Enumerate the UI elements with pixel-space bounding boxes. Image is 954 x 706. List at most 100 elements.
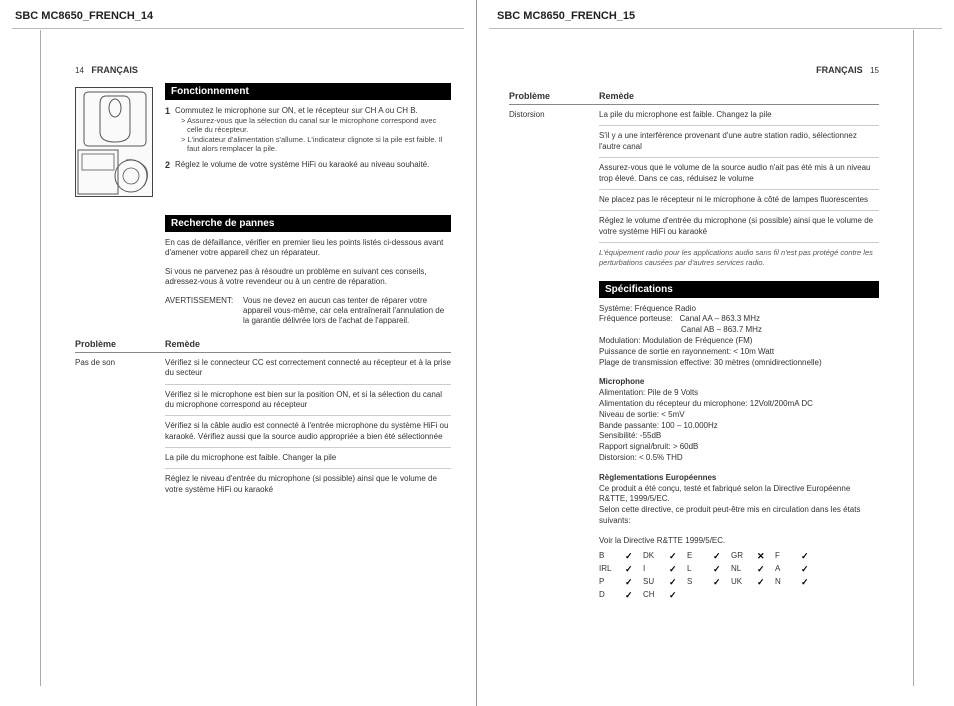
table-row: Réglez le volume d'entrée du microphone … (509, 211, 879, 243)
table-header-right: Problème Remède (509, 83, 879, 105)
spec-line: Système: Fréquence Radio (599, 304, 879, 315)
country-code: DK (643, 551, 669, 562)
country-code: N (775, 577, 801, 588)
country-code: D (599, 590, 625, 601)
col-remede: Remède (165, 339, 451, 349)
recherche-section: Recherche de pannes En cas de défaillanc… (75, 215, 451, 327)
check-icon (757, 577, 775, 588)
warning-block: AVERTISSEMENT: Vous ne devez en aucun ca… (165, 296, 451, 327)
country-code: UK (731, 577, 757, 588)
section-bar-recherche: Recherche de pannes (165, 215, 451, 232)
check-icon (713, 577, 731, 588)
table-row: Distorsion La pile du microphone est fai… (509, 105, 879, 126)
col-remede: Remède (599, 91, 879, 101)
country-code: E (687, 551, 713, 562)
section-bar-fonctionnement: Fonctionnement (165, 83, 451, 100)
country-code (731, 590, 757, 601)
spec-line: Alimentation du récepteur du microphone:… (599, 399, 879, 410)
table-row: Assurez-vous que le volume de la source … (509, 158, 879, 190)
table-row: Vérifiez si la câble audio est connecté … (75, 416, 451, 448)
check-icon (669, 551, 687, 562)
country-code: F (775, 551, 801, 562)
page-spread: SBC MC8650_FRENCH_14 14 FRANÇAIS (0, 0, 954, 706)
remedy-cell: Vérifiez si le microphone est bien sur l… (165, 385, 451, 417)
check-icon (801, 564, 819, 575)
microphone-illustration (75, 87, 153, 197)
spec-line: Plage de transmission effective: 30 mètr… (599, 358, 879, 369)
problem-cell: Pas de son (75, 353, 165, 385)
spec-line: Alimentation: Pile de 9 Volts (599, 388, 879, 399)
spec-line: Modulation: Modulation de Fréquence (FM) (599, 336, 879, 347)
header-rule (489, 28, 942, 29)
check-icon (669, 564, 687, 575)
country-code: B (599, 551, 625, 562)
spec-line: Puissance de sortie en rayonnement: < 10… (599, 347, 879, 358)
remedy-cell: Vérifiez si le connecteur CC est correct… (165, 353, 451, 385)
spec-line: Canal AB – 863.7 MHz (599, 325, 879, 336)
spec-line: Selon cette directive, ce produit peut-ê… (599, 505, 879, 527)
remedy-cell: Réglez le volume d'entrée du microphone … (599, 211, 879, 243)
col-probleme: Problème (75, 339, 165, 349)
spec-block-mic: Microphone Alimentation: Pile de 9 Volts… (599, 377, 879, 463)
check-icon (713, 564, 731, 575)
section-bar-spec: Spécifications (599, 281, 879, 298)
table-row: Réglez le niveau d'entrée du microphone … (75, 469, 451, 500)
country-code: I (643, 564, 669, 575)
lang-label: FRANÇAIS (816, 65, 863, 75)
country-code: A (775, 564, 801, 575)
spec-section: Spécifications Système: Fréquence Radio … (509, 281, 879, 601)
remedy-cell: Vérifiez si la câble audio est connecté … (165, 416, 451, 448)
remedy-cell: S'il y a une interférence provenant d'un… (599, 126, 879, 158)
page-number: 15 (870, 66, 879, 75)
spec-directive-line: Voir la Directive R&TTE 1999/5/EC. (599, 536, 879, 547)
country-code: L (687, 564, 713, 575)
check-icon (801, 577, 819, 588)
recherche-p1: En cas de défaillance, vérifier en premi… (165, 238, 451, 259)
recherche-p2: Si vous ne parvenez pas à résoudre un pr… (165, 267, 451, 288)
fonctionnement-section: Fonctionnement 1 Commutez le microphone … (75, 83, 451, 197)
check-icon (669, 590, 687, 601)
remedy-cell: La pile du microphone est faible. Change… (165, 448, 451, 469)
country-grid: BDKEGRFIRLILNLAPSUSUKNDCH (599, 551, 879, 601)
col-probleme: Problème (509, 91, 599, 101)
step-2-text: Réglez le volume de votre système HiFi o… (175, 160, 451, 171)
check-icon (713, 551, 731, 562)
remedy-cell: Réglez le niveau d'entrée du microphone … (165, 469, 451, 500)
margin-line-right (913, 30, 914, 686)
spec-subhead: Microphone (599, 377, 644, 386)
page-14: SBC MC8650_FRENCH_14 14 FRANÇAIS (0, 0, 477, 706)
check-icon (625, 577, 643, 588)
check-icon (625, 564, 643, 575)
step-2: 2 Réglez le volume de votre système HiFi… (165, 160, 451, 171)
doc-header-right: SBC MC8650_FRENCH_15 (477, 10, 954, 28)
warning-text: Vous ne devez en aucun cas tenter de rép… (243, 296, 451, 327)
country-code (775, 590, 801, 601)
table-header-left: Problème Remède (75, 331, 451, 353)
table-row: La pile du microphone est faible. Change… (75, 448, 451, 469)
check-icon (669, 577, 687, 588)
content-left: 14 FRANÇAIS (75, 65, 451, 500)
page-number: 14 (75, 66, 84, 75)
check-icon (801, 551, 819, 562)
table-row: S'il y a une interférence provenant d'un… (509, 126, 879, 158)
country-code (687, 590, 713, 601)
country-code: S (687, 577, 713, 588)
table-note: L'équipement radio pour les applications… (599, 243, 879, 273)
margin-line-left (40, 30, 41, 686)
lang-header-left: 14 FRANÇAIS (75, 65, 451, 75)
country-code: P (599, 577, 625, 588)
country-code: GR (731, 551, 757, 562)
blank (757, 590, 775, 601)
page-15: SBC MC8650_FRENCH_15 FRANÇAIS 15 Problèm… (477, 0, 954, 706)
spec-block-reg: Règlementations Européennes Ce produit a… (599, 473, 879, 527)
problem-cell: Distorsion (509, 105, 599, 126)
content-right: FRANÇAIS 15 Problème Remède Distorsion L… (509, 65, 879, 601)
lang-header-right: FRANÇAIS 15 (509, 65, 879, 75)
blank (713, 590, 731, 601)
warning-label: AVERTISSEMENT: (165, 296, 243, 327)
table-row: Ne placez pas le récepteur ni le microph… (509, 190, 879, 211)
spec-line: Ce produit a été conçu, testé et fabriqu… (599, 484, 879, 506)
step-1: 1 Commutez le microphone sur ON, et le r… (165, 106, 451, 154)
spec-line: Niveau de sortie: < 5mV (599, 410, 879, 421)
remedy-cell: Assurez-vous que le volume de la source … (599, 158, 879, 190)
